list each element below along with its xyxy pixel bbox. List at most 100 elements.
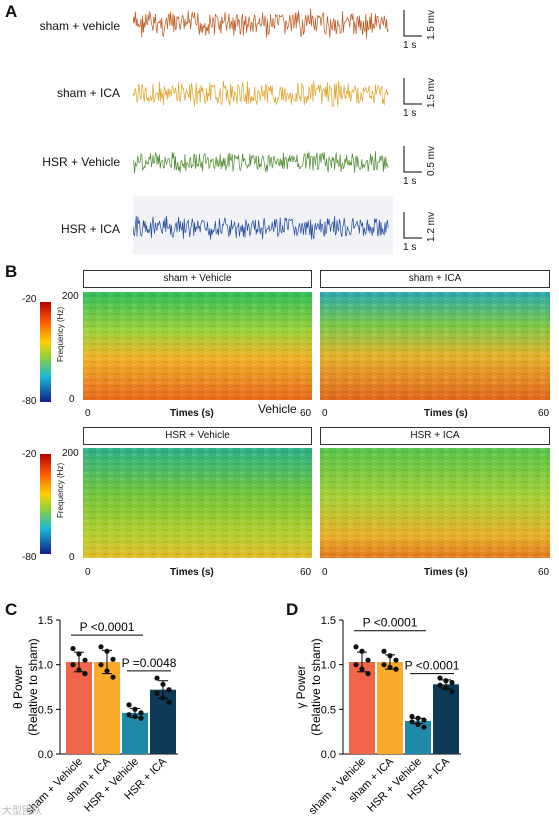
data-point	[160, 681, 166, 687]
time-scale-label: 1 s	[403, 40, 417, 51]
data-point	[98, 644, 104, 650]
data-point	[154, 690, 160, 696]
x-tick-start: 0	[85, 567, 91, 578]
data-point	[449, 679, 455, 686]
stray-vehicle-label: Vehicle	[258, 402, 297, 416]
bar	[377, 661, 403, 754]
panel-label-c: C	[5, 600, 18, 619]
data-point	[138, 710, 144, 716]
theta-power-chart: 0.00.51.01.5θ Power (Relative to sham)sha…	[11, 615, 178, 817]
data-point	[437, 682, 443, 688]
spectrogram-texture	[320, 292, 550, 400]
frequency-axis-label: Frequency (Hz)	[56, 306, 65, 362]
scale-bars	[403, 10, 422, 239]
data-point	[359, 648, 365, 654]
data-point	[393, 657, 399, 663]
bar	[66, 661, 92, 754]
voltage-scale-label: 1.5 mv	[426, 9, 437, 40]
y-tick-label: 1.0	[321, 660, 336, 672]
data-point	[82, 671, 88, 677]
data-point	[82, 657, 88, 663]
spectrogram-texture	[320, 448, 550, 558]
panel-label-d: D	[286, 600, 299, 619]
bar	[349, 661, 375, 754]
spectrogram-title: sham + Vehicle	[83, 270, 312, 288]
data-point	[76, 667, 82, 673]
time-axis-label: Times (s)	[424, 567, 468, 578]
gamma-power-chart: 0.00.51.01.5γ Power (Relative to sham)sha…	[294, 615, 461, 817]
p-value-label: P <0.0001	[405, 659, 460, 673]
data-point	[132, 706, 138, 712]
data-point	[166, 687, 172, 693]
data-point	[359, 666, 365, 672]
data-point	[381, 662, 387, 668]
data-point	[393, 666, 399, 672]
y-tick-label: 0.5	[321, 704, 336, 716]
trace-label: sham + vehicle	[39, 19, 120, 33]
spectrogram-graphics	[40, 292, 550, 558]
data-point	[449, 688, 455, 695]
trace-label: HSR + ICA	[60, 222, 120, 236]
bar	[94, 661, 120, 754]
spectrogram-title: HSR + ICA	[320, 427, 550, 445]
y-tick-label: 1.5	[321, 615, 336, 627]
y-tick-label: 0.5	[38, 704, 53, 716]
time-scale-label: 1 s	[403, 108, 417, 119]
x-tick-start: 0	[85, 408, 91, 419]
data-point	[76, 651, 82, 657]
panel-label-a: A	[5, 2, 18, 21]
voltage-scale-label: 1.2 mv	[426, 211, 437, 242]
data-point	[365, 671, 371, 677]
bar	[433, 684, 459, 754]
data-point	[365, 657, 371, 663]
x-tick-start: 0	[322, 567, 328, 578]
y-tick-label: 0.0	[38, 749, 53, 761]
spectrogram-texture	[83, 292, 312, 400]
eeg-trace-line	[133, 215, 389, 240]
x-tick-start: 0	[322, 408, 328, 419]
y-axis-subtitle: (Relative to sham)	[309, 638, 323, 735]
data-point	[138, 715, 144, 721]
data-point	[409, 719, 415, 725]
data-point	[132, 713, 138, 720]
data-point	[110, 656, 116, 662]
y-tick-label: 1.0	[38, 660, 53, 672]
x-tick-end: 60	[538, 567, 550, 578]
data-point	[126, 712, 132, 718]
data-point	[70, 645, 76, 652]
x-tick-end: 60	[300, 408, 312, 419]
y-tick-bottom: 0	[69, 394, 75, 405]
y-tick-top: 200	[62, 291, 79, 302]
data-point	[353, 644, 359, 650]
data-point	[104, 668, 110, 674]
data-point	[421, 724, 427, 730]
colorbar	[40, 302, 51, 402]
data-point	[415, 715, 421, 721]
bar	[150, 689, 176, 754]
colorbar-max-label: -20	[22, 294, 37, 305]
time-axis-label: Times (s)	[170, 567, 214, 578]
spectrogram-title: sham + ICA	[320, 270, 550, 288]
data-point	[70, 662, 76, 668]
data-point	[126, 702, 132, 708]
y-axis-subtitle: (Relative to sham)	[26, 638, 40, 735]
y-tick-label: 0.0	[321, 749, 336, 761]
data-point	[415, 721, 421, 728]
eeg-traces	[133, 8, 393, 254]
y-axis-title: γ Power	[294, 665, 308, 708]
data-point	[381, 648, 387, 654]
colorbar-min-label: -80	[22, 396, 37, 407]
data-point	[437, 675, 443, 681]
frequency-axis-label: Frequency (Hz)	[56, 462, 65, 518]
p-value-label: P =0.0048	[122, 656, 177, 670]
y-axis-title: θ Power	[11, 665, 25, 709]
voltage-scale-label: 1.5 mv	[426, 77, 437, 108]
data-point	[443, 685, 449, 691]
watermark: 大型团队	[2, 806, 42, 817]
time-axis-label: Times (s)	[424, 408, 468, 419]
data-point	[98, 662, 104, 668]
bar-charts: 0.00.51.01.5θ Power (Relative to sham)sha…	[11, 615, 461, 817]
spectrogram-title: HSR + Vehicle	[83, 427, 312, 445]
data-point	[387, 664, 393, 670]
data-point	[154, 675, 160, 681]
